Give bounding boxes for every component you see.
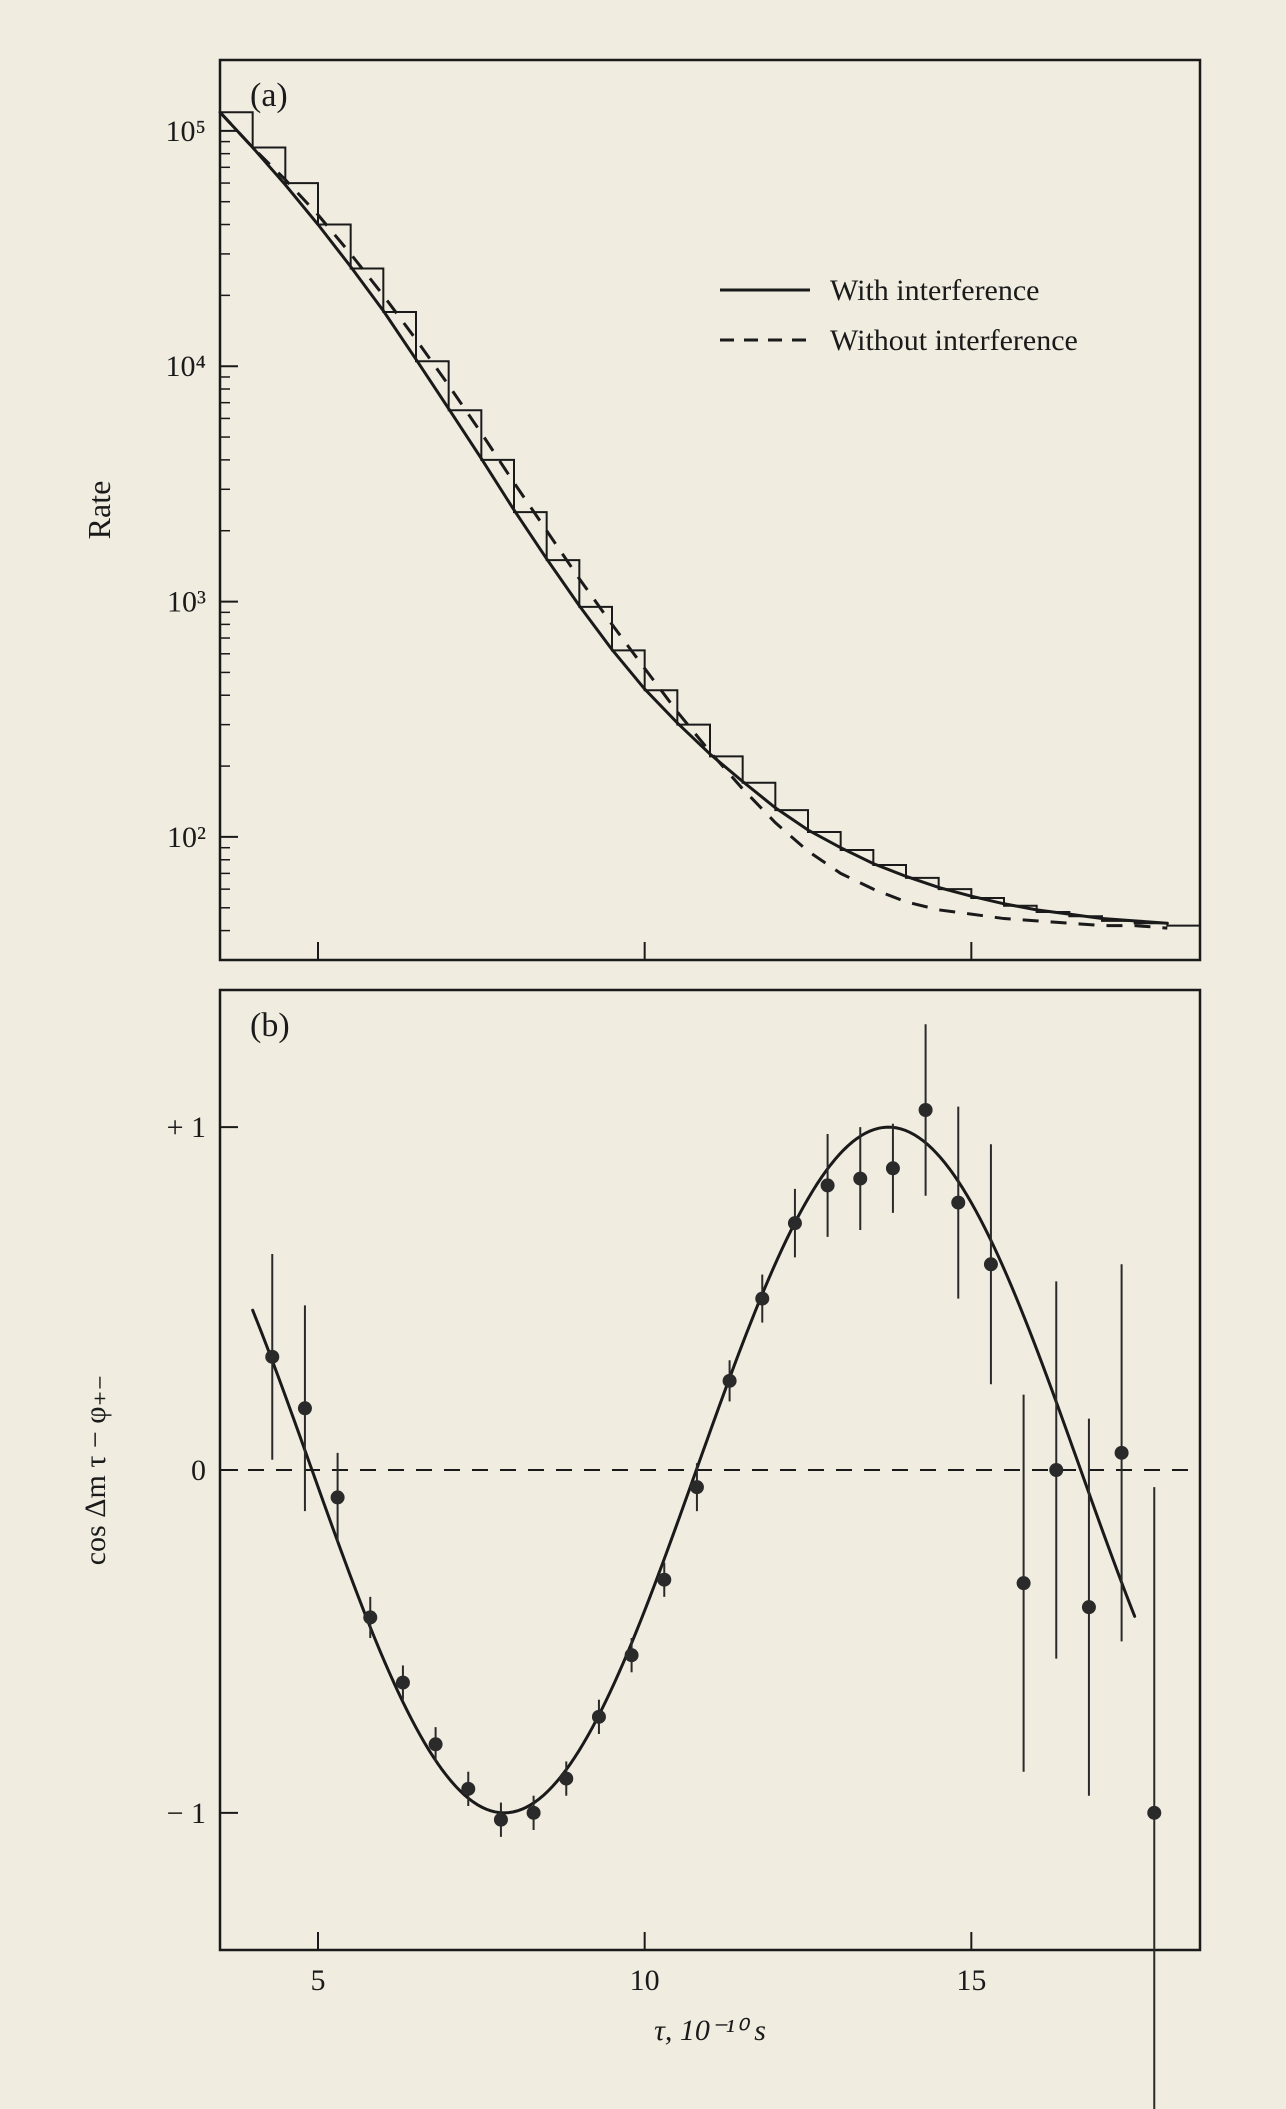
data-point xyxy=(265,1350,279,1364)
data-point xyxy=(755,1292,769,1306)
panel-a-tag: (a) xyxy=(250,77,288,114)
data-point xyxy=(363,1610,377,1624)
panel-b-ytick-label: + 1 xyxy=(167,1111,206,1144)
data-point xyxy=(1049,1463,1063,1477)
data-point xyxy=(1082,1600,1096,1614)
x-tick-label: 10 xyxy=(630,1964,660,1997)
data-point xyxy=(559,1772,573,1786)
data-point xyxy=(429,1737,443,1751)
data-point xyxy=(527,1806,541,1820)
panel-b-ytick-label: 0 xyxy=(191,1454,206,1487)
panel-b-fit-curve xyxy=(253,1127,1135,1813)
panel-a-ytick-label: 10² xyxy=(167,821,206,854)
data-point xyxy=(984,1257,998,1271)
panel-b-ytick-label: − 1 xyxy=(167,1797,206,1830)
data-point xyxy=(657,1573,671,1587)
x-tick-label: 15 xyxy=(956,1964,986,1997)
data-point xyxy=(461,1782,475,1796)
panel-a-frame xyxy=(220,60,1200,960)
x-tick-label: 5 xyxy=(311,1964,326,1997)
panel-a-curve-without-interference xyxy=(220,112,1167,928)
panel-b-ylabel: cos Δm τ − φ₊₋ xyxy=(79,1375,112,1566)
panel-a-histogram xyxy=(220,112,1200,925)
data-point xyxy=(592,1710,606,1724)
data-point xyxy=(951,1196,965,1210)
data-point xyxy=(788,1216,802,1230)
panel-a-ytick-label: 10⁴ xyxy=(166,350,206,383)
data-point xyxy=(723,1374,737,1388)
data-point xyxy=(298,1401,312,1415)
data-point xyxy=(331,1490,345,1504)
legend-with-interference-label: With interference xyxy=(830,274,1040,307)
panel-b-tag: (b) xyxy=(250,1007,290,1044)
figure-page: 10² 10³ 10⁴ 10⁵ Rate (a) With interference With… xyxy=(0,0,1286,2109)
data-point xyxy=(853,1172,867,1186)
data-point xyxy=(886,1161,900,1175)
data-point xyxy=(690,1480,704,1494)
x-axis-label: τ, 10⁻¹⁰ s xyxy=(654,2014,766,2047)
panel-a-curve-with-interference xyxy=(220,112,1167,923)
panel-b-data-points xyxy=(265,1024,1161,2109)
panel-a-ytick-label: 10⁵ xyxy=(166,115,206,148)
panel-a-ytick-label: 10³ xyxy=(167,586,206,619)
legend-without-interference-label: Without interference xyxy=(830,324,1078,357)
data-point xyxy=(396,1676,410,1690)
figure-svg: 10² 10³ 10⁴ 10⁵ Rate (a) With interference With… xyxy=(0,0,1286,2109)
data-point xyxy=(494,1813,508,1827)
data-point xyxy=(919,1103,933,1117)
data-point xyxy=(1147,1806,1161,1820)
data-point xyxy=(625,1648,639,1662)
data-point xyxy=(1017,1576,1031,1590)
data-point xyxy=(821,1178,835,1192)
data-point xyxy=(1115,1446,1129,1460)
panel-a-ylabel: Rate xyxy=(81,481,117,540)
